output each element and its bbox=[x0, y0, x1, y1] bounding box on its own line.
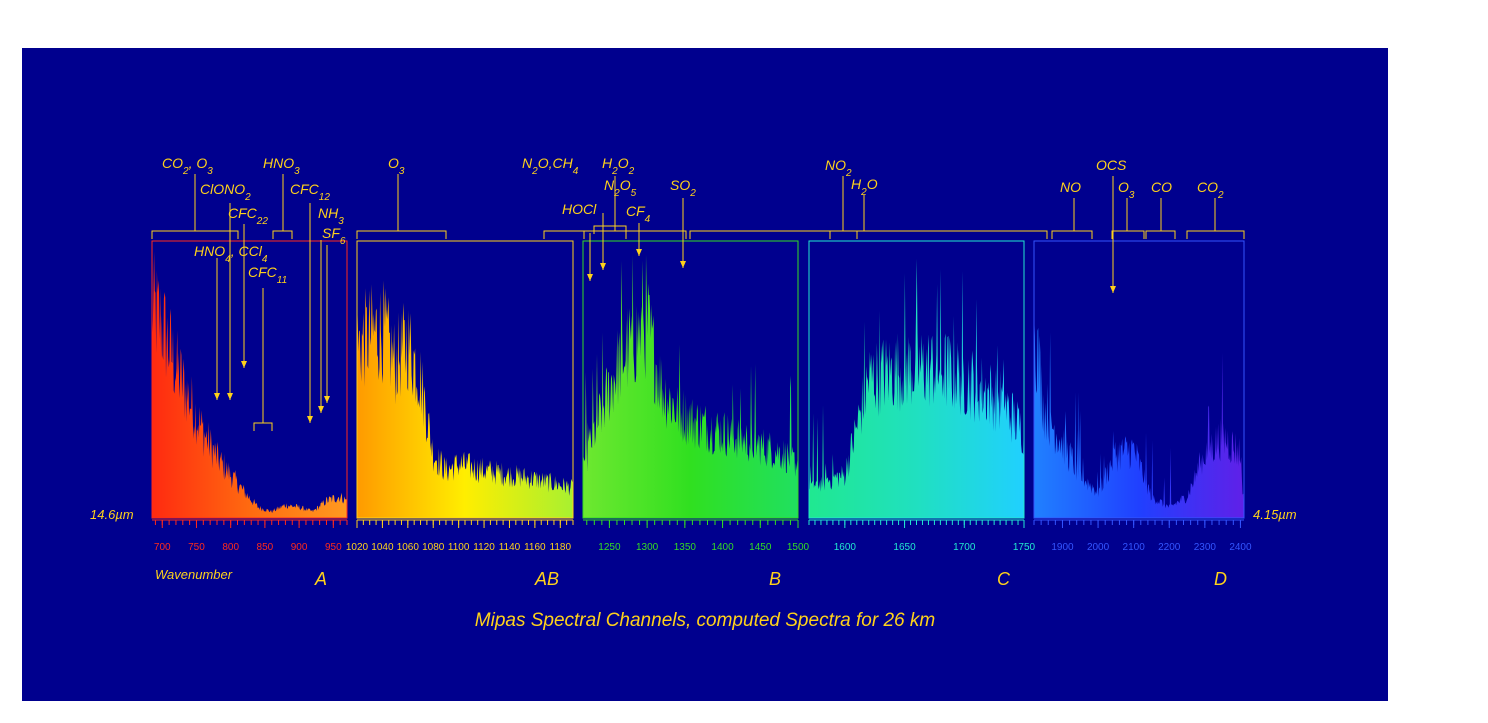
arrow-head bbox=[587, 274, 593, 281]
molecule-label: SF6 bbox=[322, 225, 346, 247]
tick-label-ab: 1120 bbox=[473, 542, 495, 553]
tick-label-ab: 1080 bbox=[422, 542, 445, 553]
tick-label-d: 2200 bbox=[1158, 542, 1181, 553]
group-bracket bbox=[593, 225, 627, 234]
group-bracket bbox=[583, 230, 627, 239]
spectrum-c bbox=[809, 258, 1024, 518]
band-frame-ab bbox=[356, 240, 574, 519]
group-bracket bbox=[1111, 230, 1145, 239]
tick-label-c: 1700 bbox=[953, 542, 976, 553]
molecule-label: SO2 bbox=[670, 177, 696, 199]
molecule-label: HOCl bbox=[562, 201, 597, 217]
molecule-label: CFC22 bbox=[228, 205, 268, 227]
tick-label-a: 800 bbox=[222, 542, 239, 553]
tick-label-ab: 1180 bbox=[550, 542, 572, 553]
band-label-ab: AB bbox=[534, 569, 559, 589]
band-frame-a bbox=[151, 240, 348, 519]
tick-label-d: 2000 bbox=[1087, 542, 1110, 553]
molecule-label: HNO3 bbox=[263, 155, 300, 177]
tick-label-b: 1300 bbox=[636, 542, 659, 553]
wavelength-left-label: 14.6µm bbox=[90, 507, 134, 522]
molecule-label: N2O,CH4 bbox=[522, 155, 579, 177]
molecule-label: N2O5 bbox=[604, 177, 637, 199]
molecule-label: CFC12 bbox=[290, 181, 330, 203]
tick-label-c: 1750 bbox=[1013, 542, 1036, 553]
tick-label-a: 750 bbox=[188, 542, 205, 553]
arrow-head bbox=[1110, 286, 1116, 293]
tick-label-b: 1350 bbox=[674, 542, 697, 553]
molecule-label: NO2 bbox=[825, 157, 852, 179]
molecule-label: CF4 bbox=[626, 203, 651, 225]
molecule-label: NO bbox=[1060, 179, 1081, 195]
molecule-label: CO2 bbox=[1197, 179, 1224, 201]
arrow-head bbox=[241, 361, 247, 368]
band-label-c: C bbox=[997, 569, 1011, 589]
arrow-head bbox=[214, 393, 220, 400]
tick-label-a: 950 bbox=[325, 542, 342, 553]
arrow-head bbox=[600, 263, 606, 270]
arrow-head bbox=[636, 249, 642, 256]
spectrum-ab bbox=[357, 280, 573, 518]
spectrum-b bbox=[583, 254, 798, 518]
molecule-label: CO2, O3 bbox=[162, 155, 213, 177]
tick-label-c: 1650 bbox=[893, 542, 916, 553]
molecule-label: H2O bbox=[851, 176, 878, 198]
molecule-label: ClONO2 bbox=[200, 181, 251, 203]
x-axis-label: Wavenumber bbox=[155, 567, 233, 582]
tick-label-a: 700 bbox=[154, 542, 171, 553]
group-bracket bbox=[1051, 230, 1093, 239]
molecule-label: H2O2 bbox=[602, 155, 635, 177]
tick-label-b: 1250 bbox=[598, 542, 621, 553]
arrow-head bbox=[318, 406, 324, 413]
molecule-label: CFC11 bbox=[248, 264, 287, 286]
band-label-a: A bbox=[314, 569, 327, 589]
tick-label-ab: 1160 bbox=[524, 542, 546, 553]
molecule-label: CO bbox=[1151, 179, 1172, 195]
tick-label-a: 900 bbox=[291, 542, 308, 553]
molecule-label: O3 bbox=[1118, 179, 1135, 201]
tick-label-b: 1500 bbox=[787, 542, 810, 553]
band-frame-b bbox=[582, 240, 799, 519]
chart-title: Mipas Spectral Channels, computed Spectr… bbox=[475, 610, 935, 631]
band-frame-c bbox=[808, 240, 1025, 519]
molecule-label: O3 bbox=[388, 155, 405, 177]
tick-label-ab: 1020 bbox=[346, 542, 369, 553]
band-label-d: D bbox=[1214, 569, 1227, 589]
arrow-head bbox=[307, 416, 313, 423]
wavelength-right-label: 4.15µm bbox=[1253, 507, 1297, 522]
arrow-head bbox=[324, 396, 330, 403]
tick-label-d: 2300 bbox=[1194, 542, 1217, 553]
group-bracket bbox=[689, 230, 1048, 239]
band-label-b: B bbox=[769, 569, 781, 589]
tick-label-ab: 1040 bbox=[371, 542, 394, 553]
tick-label-ab: 1140 bbox=[499, 542, 521, 553]
molecule-label: NH3 bbox=[318, 205, 344, 227]
spectrum-a bbox=[152, 251, 347, 518]
tick-label-ab: 1060 bbox=[397, 542, 420, 553]
tick-label-c: 1600 bbox=[834, 542, 857, 553]
tick-label-ab: 1100 bbox=[448, 542, 470, 553]
tick-label-b: 1450 bbox=[749, 542, 772, 553]
group-bracket bbox=[356, 230, 447, 239]
band-frame-d bbox=[1033, 240, 1245, 519]
arrow-head bbox=[680, 261, 686, 268]
spectrum-d bbox=[1034, 325, 1244, 518]
arrow-head bbox=[227, 393, 233, 400]
chart-background bbox=[22, 48, 1388, 701]
tick-label-b: 1400 bbox=[711, 542, 734, 553]
tick-label-d: 2100 bbox=[1123, 542, 1146, 553]
tick-label-d: 1900 bbox=[1051, 542, 1074, 553]
molecule-label: HNO4, CCl4 bbox=[194, 243, 268, 265]
tick-label-a: 850 bbox=[257, 542, 274, 553]
tick-label-d: 2400 bbox=[1229, 542, 1252, 553]
chart-canvas: 700 750 800 850 900 950 A 1020 1040 1060 1080 1100 1… bbox=[22, 48, 1388, 701]
molecule-label: OCS bbox=[1096, 157, 1127, 173]
